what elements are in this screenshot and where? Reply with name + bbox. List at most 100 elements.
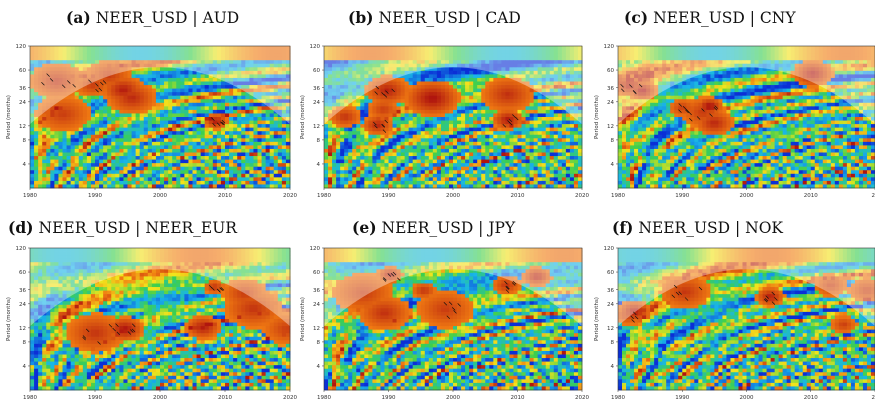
heatmap-cell — [465, 46, 470, 50]
heatmap-cell — [164, 49, 169, 54]
heatmap-cell — [481, 145, 486, 150]
heatmap-cell — [420, 81, 426, 86]
heatmap-cell — [457, 74, 462, 79]
heatmap-cell — [376, 102, 381, 107]
heatmap-cell — [537, 145, 543, 150]
heatmap-cell — [364, 148, 369, 153]
heatmap-cell — [352, 92, 357, 97]
heatmap-cell — [416, 159, 422, 164]
heatmap-cell — [229, 141, 234, 146]
heatmap-cell — [497, 102, 502, 107]
heatmap-cell — [420, 148, 426, 153]
heatmap-cell — [277, 49, 283, 54]
heatmap-cell — [66, 102, 72, 107]
heatmap-cell — [553, 170, 559, 175]
heatmap-cell — [86, 85, 92, 89]
heatmap-cell — [573, 166, 579, 171]
heatmap-cell — [38, 177, 43, 182]
heatmap-cell — [151, 67, 157, 72]
heatmap-cell — [233, 177, 238, 182]
heatmap-cell — [332, 173, 337, 178]
heatmap-cell — [265, 60, 271, 65]
heatmap-cell — [180, 106, 185, 111]
heatmap-cell — [416, 77, 422, 82]
heatmap-cell — [489, 131, 494, 136]
heatmap-cell — [404, 163, 410, 168]
heatmap-cell — [573, 163, 579, 168]
heatmap-cell — [188, 148, 193, 153]
heatmap-cell — [344, 159, 349, 164]
heatmap-cell — [416, 81, 422, 86]
heatmap-cell — [168, 95, 173, 100]
heatmap-cell — [408, 145, 414, 150]
heatmap-cell — [34, 113, 39, 118]
heatmap-cell — [34, 134, 39, 139]
heatmap-cell — [344, 77, 349, 82]
heatmap-cell — [245, 70, 250, 75]
heatmap-cell — [493, 99, 498, 104]
heatmap-cell — [285, 67, 291, 72]
heatmap-cell — [172, 95, 177, 100]
heatmap-cell — [139, 81, 145, 86]
heatmap-cell — [565, 117, 571, 121]
heatmap-cell — [111, 49, 116, 54]
heatmap-cell — [62, 163, 67, 168]
heatmap-cell — [537, 88, 543, 93]
heatmap-cell — [416, 141, 422, 146]
heatmap-cell — [400, 102, 406, 107]
heatmap-cell — [82, 56, 88, 61]
y-tick-label: 24 — [19, 100, 26, 106]
heatmap-cell — [237, 60, 242, 65]
heatmap-cell — [372, 120, 377, 125]
heatmap-cell — [143, 99, 149, 104]
heatmap-cell — [448, 113, 454, 118]
heatmap-cell — [285, 109, 291, 114]
heatmap-cell — [577, 131, 583, 136]
heatmap-cell — [66, 63, 72, 68]
heatmap-cell — [360, 141, 365, 146]
heatmap-cell — [465, 102, 470, 107]
heatmap-cell — [328, 85, 333, 89]
heatmap-cell — [123, 49, 128, 54]
heatmap-cell — [131, 177, 137, 182]
heatmap-cell — [473, 99, 478, 104]
heatmap-cell — [348, 177, 353, 182]
heatmap-cell — [501, 49, 506, 54]
heatmap-cell — [485, 170, 490, 175]
heatmap-cell — [42, 180, 47, 185]
heatmap-cell — [577, 56, 583, 61]
heatmap-cell — [212, 141, 218, 146]
heatmap-cell — [352, 156, 357, 160]
heatmap-cell — [237, 127, 242, 132]
heatmap-cell — [428, 74, 434, 79]
heatmap-cell — [225, 124, 230, 129]
heatmap-cell — [151, 99, 157, 104]
heatmap-cell — [388, 170, 393, 175]
heatmap-cell — [428, 131, 434, 136]
heatmap-cell — [376, 170, 381, 175]
heatmap-cell — [461, 145, 466, 150]
heatmap-cell — [424, 53, 430, 58]
heatmap-cell — [513, 109, 518, 114]
heatmap-cell — [46, 148, 51, 153]
heatmap-cell — [485, 77, 490, 82]
heatmap-cell — [469, 92, 474, 97]
heatmap-cell — [553, 74, 559, 79]
heatmap-cell — [444, 170, 450, 175]
heatmap-cell — [444, 74, 450, 79]
heatmap-cell — [62, 166, 67, 171]
heatmap-cell — [356, 92, 361, 97]
heatmap-cell — [501, 67, 506, 72]
heatmap-cell — [392, 70, 397, 75]
heatmap-cell — [444, 102, 450, 107]
heatmap-cell — [577, 159, 583, 164]
heatmap-cell — [90, 85, 96, 89]
heatmap-cell — [249, 70, 254, 75]
heatmap-cell — [477, 109, 482, 114]
heatmap-cell — [505, 49, 510, 54]
heatmap-cell — [364, 70, 369, 75]
heatmap-cell — [424, 113, 430, 118]
heatmap-cell — [416, 74, 422, 79]
heatmap-cell — [573, 60, 579, 65]
heatmap-cell — [469, 85, 474, 89]
